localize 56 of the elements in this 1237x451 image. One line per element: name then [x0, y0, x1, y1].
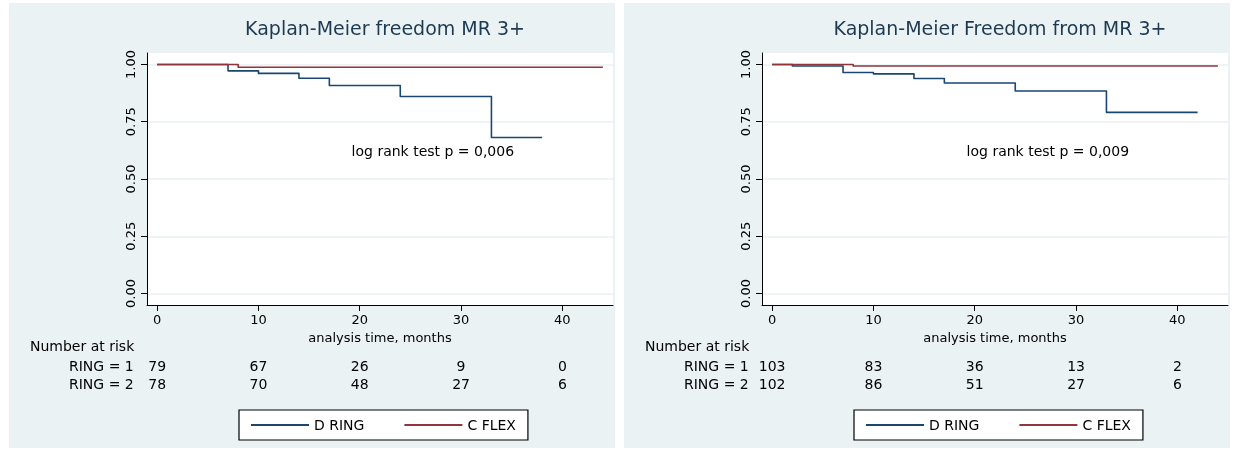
x-tick-label: 10 [865, 312, 882, 327]
text: RING = 2 [684, 376, 749, 392]
annotation: log rank test p = 0,009 [966, 142, 1130, 159]
legend-label: C FLEX [467, 417, 517, 433]
text: RING = 2 [69, 376, 134, 392]
text: 67 [249, 358, 268, 374]
legend-label: C FLEX [1082, 417, 1132, 433]
y-tick-label: 0.75 [738, 107, 753, 137]
y-tick-label: 0.50 [123, 164, 138, 194]
text: 36 [965, 358, 984, 374]
y-tick-label: 0.00 [123, 279, 138, 309]
text: 86 [864, 376, 883, 392]
x-axis-title: analysis time, months [308, 329, 452, 345]
text: 27 [452, 376, 470, 392]
y-tick-label: 0.75 [123, 107, 138, 137]
text: 26 [350, 358, 369, 374]
text: 48 [350, 376, 369, 392]
text: Number at risk [645, 338, 751, 354]
text: 83 [864, 358, 883, 374]
text: RING = 1 [684, 358, 749, 374]
annotation: log rank test p = 0,006 [351, 142, 515, 159]
text: 51 [965, 376, 984, 392]
chart-title: Kaplan-Meier freedom MR 3+ [245, 16, 525, 39]
chart-title: Kaplan-Meier Freedom from MR 3+ [833, 16, 1167, 39]
text: 6 [1172, 376, 1182, 392]
y-tick-label: 0.25 [123, 221, 138, 251]
x-tick-label: 10 [250, 312, 267, 327]
x-tick-label: 20 [351, 312, 369, 327]
text: 70 [249, 376, 268, 392]
x-tick-label: 0 [152, 312, 162, 327]
text: 27 [1067, 376, 1085, 392]
text: 0 [557, 358, 567, 374]
text: 13 [1067, 358, 1085, 374]
y-tick-label: 0.25 [738, 221, 753, 251]
y-tick-label: 0.00 [738, 279, 753, 309]
text: RING = 1 [69, 358, 134, 374]
text: 79 [148, 358, 167, 374]
x-tick-label: 30 [452, 312, 470, 327]
text: 6 [557, 376, 567, 392]
y-tick-label: 1.00 [123, 49, 138, 79]
y-tick-label: 0.50 [738, 164, 753, 194]
x-axis-title: analysis time, months [923, 329, 1067, 345]
x-tick-label: 40 [554, 312, 571, 327]
text: 9 [456, 358, 466, 374]
x-tick-label: 0 [767, 312, 777, 327]
legend-label: D RING [314, 417, 365, 433]
x-tick-label: 30 [1067, 312, 1085, 327]
text: Number at risk [30, 338, 136, 354]
x-tick-label: 40 [1169, 312, 1186, 327]
text: 102 [758, 376, 786, 392]
text: 103 [758, 358, 786, 374]
x-tick-label: 20 [966, 312, 984, 327]
text: 2 [1172, 358, 1182, 374]
text: 78 [148, 376, 167, 392]
y-tick-label: 1.00 [738, 49, 753, 79]
legend-label: D RING [929, 417, 980, 433]
